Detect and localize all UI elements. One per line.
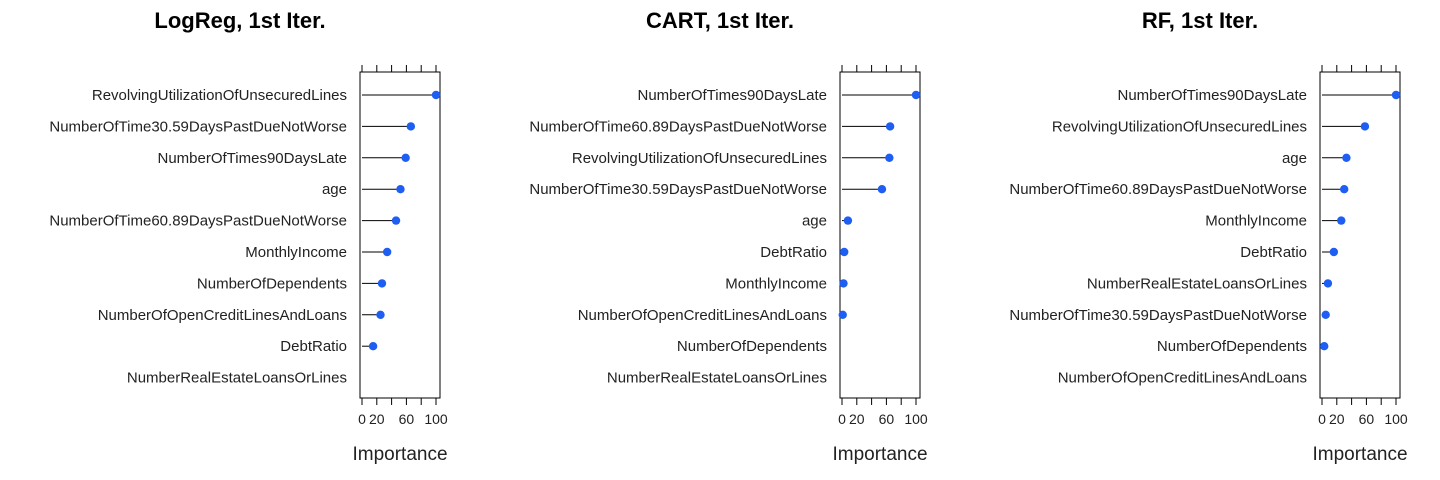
x-axis-label: Importance [832,444,927,465]
category-label: NumberOfTime60.89DaysPastDueNotWorse [1009,181,1307,198]
lollipop-point [1342,153,1351,162]
category-label: NumberOfTime60.89DaysPastDueNotWorse [49,213,347,230]
panel-3: RF, 1st Iter. 0 20 60 100 Importance NumberOfT… [1009,8,1408,465]
lollipop-point [1337,216,1346,225]
category-label: RevolvingUtilizationOfUnsecuredLines [92,87,347,104]
lollipop-point [838,310,847,319]
category-label: MonthlyIncome [725,275,827,292]
lollipop-point [396,185,405,194]
panel-title: LogReg, 1st Iter. [154,8,325,33]
lollipop-point [1360,122,1370,131]
lollipop-point [911,90,921,100]
lollipop-point [839,279,848,288]
x-tick-label: 0 [1318,411,1326,427]
category-label: NumberOfOpenCreditLinesAndLoans [1058,370,1307,387]
lollipop-point [1323,279,1333,288]
panel-2: CART, 1st Iter. 0 20 60 100 Importance NumberO… [529,8,928,465]
category-label: NumberOfTimes90DaysLate [1117,87,1307,104]
panel-title: CART, 1st Iter. [646,8,794,33]
x-axis-label: Importance [1312,444,1407,465]
panel-1: LogReg, 1st Iter. 0 20 60 100 Importance Revol… [49,8,448,465]
category-label: MonthlyIncome [245,244,347,261]
plot-frame [1319,71,1401,399]
category-label: RevolvingUtilizationOfUnsecuredLines [572,150,827,167]
category-label: DebtRatio [760,244,827,261]
category-label: RevolvingUtilizationOfUnsecuredLines [1052,118,1307,135]
category-label: NumberOfTimes90DaysLate [157,150,347,167]
lollipop-point [885,122,895,131]
x-tick-label: 20 [369,411,385,427]
lollipop-point [431,90,441,100]
lollipop-point [406,122,416,131]
lollipop-point [877,185,887,194]
lollipop-point [382,247,392,257]
category-label: NumberOfDependents [197,275,347,292]
lollipop-point [368,342,378,351]
panel-title: RF, 1st Iter. [1142,8,1258,33]
x-tick-label: 60 [1359,411,1375,427]
category-label: NumberOfOpenCreditLinesAndLoans [578,307,827,324]
x-tick-label: 100 [424,411,448,427]
lollipop-point [377,279,387,288]
lollipop-point [1320,342,1329,351]
x-tick-label: 20 [849,411,865,427]
x-tick-label: 0 [838,411,846,427]
lollipop-point [1340,185,1349,194]
plot-frame [359,71,441,399]
category-label: NumberOfOpenCreditLinesAndLoans [98,307,347,324]
x-tick-label: 0 [358,411,366,427]
category-label: NumberOfTime60.89DaysPastDueNotWorse [529,118,827,135]
lollipop-point [376,310,385,319]
lollipop-point [391,216,401,225]
category-label: NumberRealEstateLoansOrLines [127,370,347,387]
category-label: NumberOfDependents [677,338,827,355]
category-label: NumberRealEstateLoansOrLines [1087,275,1307,292]
category-label: DebtRatio [280,338,347,355]
lollipop-point [843,216,853,225]
category-label: MonthlyIncome [1205,213,1307,230]
x-tick-label: 60 [399,411,415,427]
category-label: NumberOfTime30.59DaysPastDueNotWorse [529,181,827,198]
x-tick-label: 100 [904,411,928,427]
lollipop-point [1321,310,1330,319]
category-label: NumberOfTime30.59DaysPastDueNotWorse [1009,307,1307,324]
category-label: NumberRealEstateLoansOrLines [607,370,827,387]
lollipop-point [840,247,849,257]
category-label: NumberOfDependents [1157,338,1307,355]
x-tick-label: 20 [1329,411,1345,427]
lollipop-point [401,153,410,162]
category-label: NumberOfTime30.59DaysPastDueNotWorse [49,118,347,135]
lollipop-point [1391,90,1401,100]
category-label: NumberOfTimes90DaysLate [637,87,827,104]
category-label: age [322,181,347,198]
category-label: age [1282,150,1307,167]
category-label: age [802,213,827,230]
x-axis-label: Importance [352,444,447,465]
x-tick-label: 60 [879,411,895,427]
x-tick-label: 100 [1384,411,1408,427]
category-label: DebtRatio [1240,244,1307,261]
lollipop-point [885,153,894,162]
lollipop-point [1329,247,1339,257]
plot-frame [839,71,921,399]
